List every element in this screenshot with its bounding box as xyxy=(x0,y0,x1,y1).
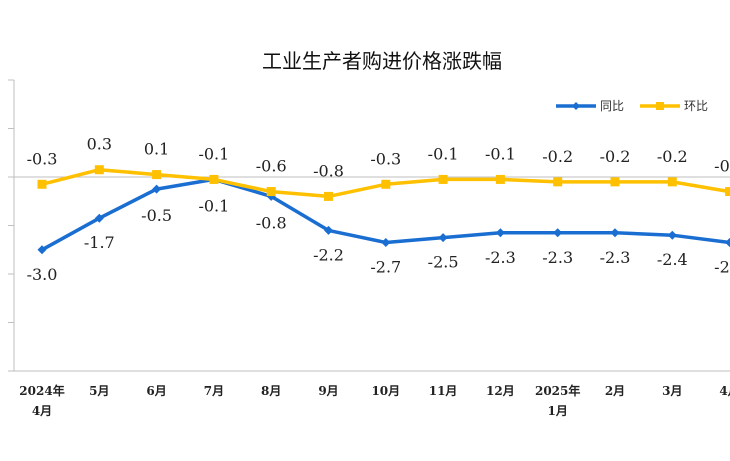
legend-marker xyxy=(572,102,580,110)
data-label: -0.1 xyxy=(485,144,516,163)
data-label: -3.0 xyxy=(27,265,58,284)
data-point xyxy=(611,228,620,237)
data-point xyxy=(668,177,677,186)
x-tick-label: 9月 xyxy=(318,384,338,398)
data-label: -0.8 xyxy=(313,161,344,180)
data-label: -0.5 xyxy=(141,206,172,225)
x-tick-label: 6月 xyxy=(146,384,166,398)
data-point xyxy=(668,231,677,240)
data-label: -0.1 xyxy=(198,144,229,163)
data-label: -2.5 xyxy=(428,253,459,272)
data-label: -1.7 xyxy=(84,233,115,252)
data-point xyxy=(95,165,104,174)
data-label: 0.1 xyxy=(144,140,169,159)
data-point xyxy=(725,238,730,247)
x-tick-label: 4月 xyxy=(719,384,730,398)
data-label: -0.2 xyxy=(600,147,631,166)
data-label: -2.7 xyxy=(714,257,730,276)
legend: 同比 环比 xyxy=(556,99,708,113)
data-point xyxy=(381,180,390,189)
x-tick-label: 3月 xyxy=(662,384,682,398)
data-label: -0.2 xyxy=(542,147,573,166)
data-label: -2.7 xyxy=(370,257,401,276)
data-point xyxy=(496,175,505,184)
data-point xyxy=(611,177,620,186)
data-label: -0.1 xyxy=(198,196,229,215)
data-point xyxy=(439,175,448,184)
x-tick-label: 12月 xyxy=(486,384,515,398)
data-label: -2.3 xyxy=(542,248,573,267)
data-point xyxy=(553,177,562,186)
data-point xyxy=(725,187,730,196)
data-point xyxy=(553,228,562,237)
x-tick-label: 10月 xyxy=(371,384,400,398)
data-point xyxy=(439,233,448,242)
x-tick-label: 7月 xyxy=(204,384,224,398)
data-label: -2.2 xyxy=(313,245,344,264)
x-tick-label: 5月 xyxy=(89,384,109,398)
data-label: -0.6 xyxy=(256,157,287,176)
data-label: -0.2 xyxy=(657,147,688,166)
axes xyxy=(8,80,730,371)
data-point xyxy=(152,170,161,179)
x-tick-label: 8月 xyxy=(261,384,281,398)
legend-label: 同比 xyxy=(600,99,624,113)
data-labels: -0.3 -3.0 0.3 -1.7 0.1 -0.5 -0.1 -0.1 -0.6 -0.8 -0… xyxy=(27,135,730,284)
data-label: -0.3 xyxy=(27,149,58,168)
data-label: 0.3 xyxy=(87,135,112,154)
data-label: -0.8 xyxy=(256,213,287,232)
data-label: -2.3 xyxy=(600,248,631,267)
data-point xyxy=(38,180,47,189)
data-point xyxy=(324,192,333,201)
data-point xyxy=(496,228,505,237)
chart-title: 工业生产者购进价格涨跌幅 xyxy=(262,49,502,73)
data-label: -0.6 xyxy=(714,157,730,176)
data-point xyxy=(267,187,276,196)
legend-marker xyxy=(656,102,664,110)
data-point xyxy=(209,175,218,184)
data-point xyxy=(381,238,390,247)
data-label: -0.1 xyxy=(428,144,459,163)
data-label: -2.4 xyxy=(657,250,688,269)
data-label: -2.3 xyxy=(485,248,516,267)
x-tick-label: 11月 xyxy=(429,384,458,398)
data-label: -0.3 xyxy=(370,149,401,168)
legend-label: 环比 xyxy=(684,99,708,113)
x-tick-label: 2月 xyxy=(605,384,625,398)
